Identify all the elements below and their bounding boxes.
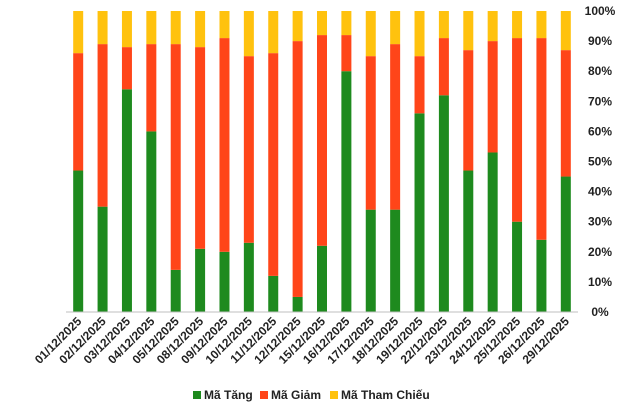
y-axis-ticks: 0% 10% 20% 30% 40% 50% 60% 70% 80% 90% 100% [585, 4, 616, 319]
legend-label: Mã Giảm [271, 388, 321, 402]
bar-segment-tang-5 [195, 248, 206, 312]
bar-segment-tham-chieu-7 [243, 11, 254, 57]
bar-segment-giam-15 [438, 38, 449, 96]
bar-segment-giam-13 [390, 44, 401, 210]
legend: Mã Tăng Mã Giảm Mã Tham Chiếu [193, 388, 430, 402]
bar-segment-tang-3 [146, 131, 157, 312]
bar-segment-tham-chieu-15 [438, 11, 449, 39]
bar-segment-tang-0 [73, 170, 84, 312]
legend-swatch [330, 391, 338, 399]
bar-segment-tang-19 [536, 239, 547, 312]
y-tick-label: 30% [588, 215, 612, 229]
bar-segment-giam-8 [268, 53, 279, 276]
bar-segment-tang-14 [414, 113, 425, 312]
bars-group [73, 11, 571, 312]
legend-label: Mã Tham Chiếu [341, 388, 430, 402]
y-tick-label: 20% [588, 245, 612, 259]
legend-swatch [260, 391, 268, 399]
bar-segment-giam-3 [146, 44, 157, 132]
y-tick-label: 60% [588, 124, 612, 138]
bar-segment-giam-16 [463, 50, 474, 171]
bar-segment-tham-chieu-17 [487, 11, 498, 42]
bar-segment-tham-chieu-19 [536, 11, 547, 39]
bar-segment-tham-chieu-5 [195, 11, 206, 48]
bar-segment-giam-20 [560, 50, 571, 177]
bar-segment-tham-chieu-11 [341, 11, 352, 36]
bar-segment-tham-chieu-14 [414, 11, 425, 57]
bar-segment-tham-chieu-20 [560, 11, 571, 51]
bar-segment-tang-7 [243, 242, 254, 312]
bar-segment-giam-10 [317, 35, 327, 246]
bar-segment-tang-10 [317, 245, 327, 312]
bar-segment-giam-14 [414, 56, 425, 114]
bar-segment-giam-18 [512, 38, 523, 222]
bar-segment-giam-9 [292, 41, 303, 297]
bar-segment-giam-2 [121, 47, 132, 90]
y-tick-label: 70% [588, 94, 612, 108]
bar-segment-tham-chieu-6 [219, 11, 230, 39]
x-axis-ticks: 01/12/202502/12/202503/12/202504/12/2025… [32, 314, 572, 367]
bar-segment-tang-17 [487, 152, 498, 312]
bar-segment-tang-1 [97, 206, 108, 312]
bar-segment-tang-6 [219, 251, 230, 312]
y-tick-label: 50% [588, 155, 612, 169]
bar-segment-tham-chieu-4 [170, 11, 181, 45]
y-tick-label: 90% [588, 34, 612, 48]
bar-segment-giam-17 [487, 41, 498, 153]
bar-segment-tang-4 [170, 269, 181, 312]
bar-segment-tang-2 [121, 89, 132, 312]
bar-segment-giam-5 [195, 47, 206, 249]
bar-segment-tang-9 [292, 296, 303, 312]
bar-segment-giam-11 [341, 35, 352, 72]
bar-segment-tham-chieu-13 [390, 11, 401, 45]
bar-segment-tham-chieu-0 [73, 11, 84, 54]
bar-segment-tham-chieu-18 [512, 11, 523, 39]
bar-segment-giam-0 [73, 53, 84, 171]
bar-segment-tang-20 [560, 176, 571, 312]
bar-segment-tang-13 [390, 209, 401, 312]
bar-segment-tham-chieu-3 [146, 11, 157, 45]
bar-segment-tang-15 [438, 95, 449, 312]
bar-segment-giam-19 [536, 38, 547, 240]
bar-segment-tang-8 [268, 275, 279, 312]
y-tick-label: 10% [588, 275, 612, 289]
bar-segment-giam-4 [170, 44, 181, 270]
bar-segment-giam-1 [97, 44, 108, 207]
bar-segment-tham-chieu-16 [463, 11, 474, 51]
bar-segment-giam-12 [365, 56, 376, 210]
y-tick-label: 100% [585, 4, 616, 18]
legend-swatch [193, 391, 201, 399]
y-tick-label: 0% [591, 305, 609, 319]
legend-label: Mã Tăng [204, 388, 253, 402]
y-tick-label: 40% [588, 185, 612, 199]
bar-segment-giam-7 [243, 56, 254, 243]
bar-segment-tham-chieu-8 [268, 11, 279, 54]
bar-segment-tang-12 [365, 209, 376, 312]
y-tick-label: 80% [588, 64, 612, 78]
bar-segment-tham-chieu-1 [97, 11, 108, 45]
bar-segment-giam-6 [219, 38, 230, 252]
bar-segment-tang-11 [341, 71, 352, 312]
bar-segment-tham-chieu-10 [317, 11, 327, 36]
bar-segment-tham-chieu-9 [292, 11, 303, 42]
bar-segment-tham-chieu-12 [365, 11, 376, 57]
bar-segment-tang-18 [512, 221, 523, 312]
bar-segment-tang-16 [463, 170, 474, 312]
bar-segment-tham-chieu-2 [121, 11, 132, 48]
